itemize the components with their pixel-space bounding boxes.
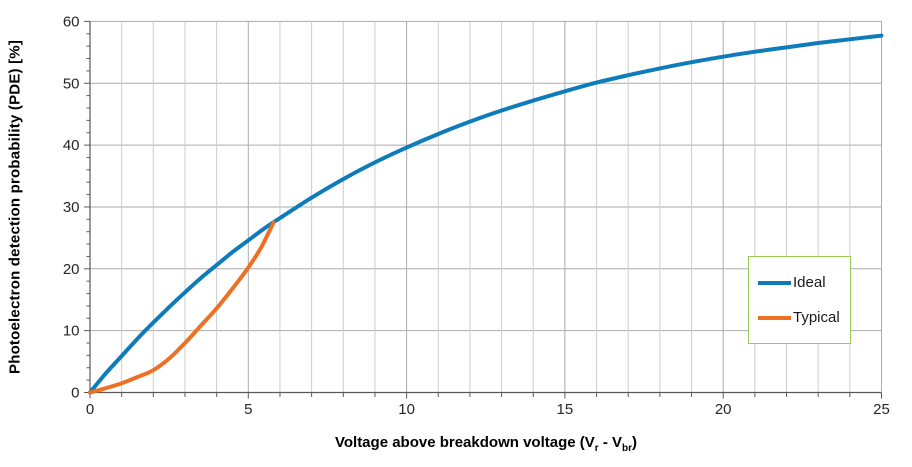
legend-label-ideal: Ideal <box>793 274 826 291</box>
legend: Ideal Typical <box>748 256 851 344</box>
legend-item-ideal: Ideal <box>758 275 846 290</box>
y-axis-title: Photoelectron detection probability (PDE… <box>6 40 24 375</box>
x-axis-title: Voltage above breakdown voltage (Vr - Vb… <box>90 434 882 454</box>
x-axis-title-sub-br: br <box>622 443 633 454</box>
y-tick-label: 30 <box>63 199 80 216</box>
series-ideal-line <box>88 33 884 395</box>
x-tick-label: 10 <box>398 401 415 418</box>
x-axis-title-sub-r: r <box>594 443 599 454</box>
y-tick-label: 0 <box>71 385 79 402</box>
ideal-line-swatch <box>758 280 791 285</box>
x-axis-title-text: - V <box>598 434 623 451</box>
x-axis-title-text: Voltage above breakdown voltage (V <box>334 434 595 451</box>
x-tick-label: 5 <box>244 401 252 418</box>
x-tick-label: 15 <box>557 401 574 418</box>
y-tick-label: 40 <box>63 137 80 154</box>
typical-line-swatch <box>758 315 791 320</box>
legend-label-typical: Typical <box>793 309 840 326</box>
x-tick-label: 25 <box>873 401 890 418</box>
y-tick-label: 50 <box>63 75 80 92</box>
series-typical-line <box>88 220 276 395</box>
x-axis-title-text: ) <box>632 434 638 451</box>
x-tick-label: 0 <box>86 401 94 418</box>
legend-item-typical: Typical <box>758 310 846 325</box>
y-tick-label: 60 <box>63 13 80 30</box>
y-tick-label: 20 <box>63 261 80 278</box>
x-tick-label: 20 <box>715 401 732 418</box>
y-tick-label: 10 <box>63 323 80 340</box>
